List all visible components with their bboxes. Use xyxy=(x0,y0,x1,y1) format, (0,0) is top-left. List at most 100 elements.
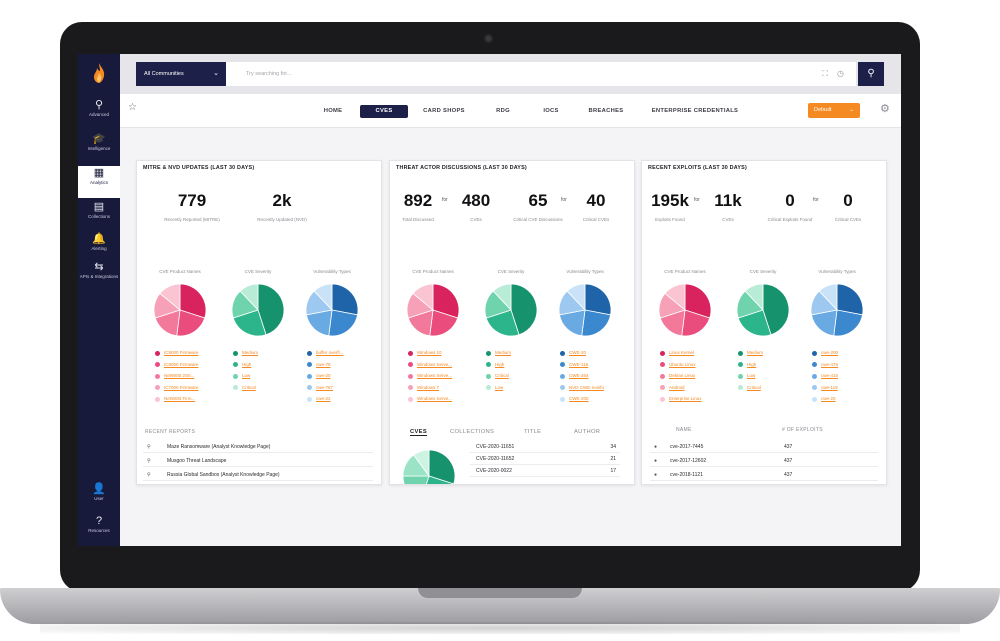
legend-link[interactable]: IC7000 Firmware xyxy=(164,384,199,390)
product-names-pie-slice[interactable] xyxy=(429,309,459,337)
legend-link[interactable]: Medium xyxy=(495,350,512,355)
legend-link[interactable]: Critical xyxy=(242,384,256,390)
legend-link[interactable]: High xyxy=(495,361,505,367)
vulnerability-types-pie-slice[interactable] xyxy=(584,283,612,316)
legend-item[interactable]: High xyxy=(738,359,808,371)
product-names-pie-slice[interactable] xyxy=(664,283,686,311)
legend-link[interactable]: Low xyxy=(242,373,251,378)
severity-pie-slice[interactable] xyxy=(485,309,520,337)
vulnerability-types-pie-slice[interactable] xyxy=(833,309,864,337)
product-names-pie-slice[interactable] xyxy=(432,283,460,319)
vulnerability-types-pie-slice[interactable] xyxy=(331,283,359,316)
legend-link[interactable]: Windows 7 xyxy=(417,384,440,390)
search-button[interactable]: ⚲ xyxy=(858,62,884,86)
legend-link[interactable]: High xyxy=(242,361,252,367)
legend-link[interactable]: cwe-20 xyxy=(821,396,836,401)
gear-icon[interactable]: ⚙ xyxy=(880,103,890,115)
legend-link[interactable]: cwe-416 xyxy=(821,373,839,378)
legend-link[interactable]: Low xyxy=(747,373,756,378)
tab-card-shops[interactable]: CARD SHOPS xyxy=(423,108,465,114)
severity-pie-slice[interactable] xyxy=(257,283,285,336)
legend-link[interactable]: Android xyxy=(669,384,685,390)
severity-pie-slice[interactable] xyxy=(239,283,259,312)
report-row[interactable]: ⚲ Russia Global Sandbox (Analyst Knowledg… xyxy=(143,469,373,481)
legend-item[interactable]: Medium xyxy=(738,347,808,359)
product-names-pie[interactable] xyxy=(658,283,712,337)
legend-item[interactable]: cwe-416 xyxy=(812,370,882,382)
legend-link[interactable]: Windows Serve... xyxy=(417,361,453,367)
tab-title[interactable]: TITLE xyxy=(524,429,542,435)
sidebar-item-advanced[interactable]: ⚲ Advanced xyxy=(78,98,120,130)
legend-item[interactable]: NVD CWE-noinfo xyxy=(560,382,630,394)
legend-item[interactable]: CWE-200 xyxy=(560,393,630,405)
legend-item[interactable]: Windows Serve... xyxy=(408,359,478,371)
legend-link[interactable]: NetWEB Firm... xyxy=(164,396,196,401)
legend-link[interactable]: CWE-264 xyxy=(569,373,589,378)
severity-pie[interactable] xyxy=(484,283,538,337)
vulnerability-types-pie-slice[interactable] xyxy=(313,283,333,312)
legend-item[interactable]: cwe-20 xyxy=(812,393,882,405)
legend-item[interactable]: High xyxy=(233,359,303,371)
legend-item[interactable]: High xyxy=(486,359,556,371)
legend-item[interactable]: Critical xyxy=(233,382,303,394)
legend-link[interactable]: CWE-20 xyxy=(569,350,587,355)
legend-link[interactable]: CWE-200 xyxy=(569,396,589,401)
legend-link[interactable]: Critical xyxy=(747,384,761,390)
sidebar-item-collections[interactable]: ▤ Collections xyxy=(78,200,120,232)
sidebar-item-alerting[interactable]: 🔔 Alerting xyxy=(78,232,120,264)
table-row[interactable]: CVE-2020-11651 34 xyxy=(470,441,620,453)
legend-item[interactable]: IC9000 Firmware xyxy=(155,347,225,359)
legend-item[interactable]: Windows Serve... xyxy=(408,393,478,405)
product-names-pie-slice[interactable] xyxy=(159,283,181,311)
sidebar-item-analytics[interactable]: ▦ Analytics xyxy=(78,166,120,198)
legend-link[interactable]: cwe-200 xyxy=(821,350,839,355)
legend-item[interactable]: cwe-79 xyxy=(307,359,377,371)
product-names-pie-slice[interactable] xyxy=(681,309,711,337)
cves-pie-slice[interactable] xyxy=(428,449,456,484)
legend-link[interactable]: cwe-119 xyxy=(821,384,838,390)
report-row[interactable]: ⚲ Musgoo Threat Landscape xyxy=(143,455,373,467)
legend-item[interactable]: IC8000 Firmware xyxy=(155,359,225,371)
legend-link[interactable]: Windows Serve... xyxy=(417,373,453,378)
legend-item[interactable]: Android xyxy=(660,382,730,394)
severity-pie-slice[interactable] xyxy=(762,283,790,336)
legend-link[interactable]: CWE-119 xyxy=(569,361,589,367)
legend-item[interactable]: Debian Linux xyxy=(660,370,730,382)
legend-item[interactable]: Enterprise Linux xyxy=(660,393,730,405)
legend-item[interactable]: Critical xyxy=(486,370,556,382)
legend-item[interactable]: Low xyxy=(233,370,303,382)
expand-icon[interactable]: ⛶ xyxy=(822,69,828,78)
legend-link[interactable]: Windows Serve... xyxy=(417,396,453,401)
legend-link[interactable]: Critical xyxy=(495,373,509,378)
sidebar-item-intelligence[interactable]: 🎓 Intelligence xyxy=(78,132,120,164)
table-row[interactable]: CVE-2020-11652 21 xyxy=(470,453,620,465)
severity-pie-slice[interactable] xyxy=(232,309,267,337)
vulnerability-types-pie[interactable] xyxy=(558,283,612,337)
legend-link[interactable]: Enterprise Linux xyxy=(669,396,702,401)
legend-link[interactable]: cwe-787 xyxy=(316,384,334,390)
legend-item[interactable]: Windows Serve... xyxy=(408,370,478,382)
product-names-pie-slice[interactable] xyxy=(412,283,434,311)
table-row[interactable]: CVE-2020-0022 17 xyxy=(470,465,620,477)
table-row[interactable]: ● cve-2017-12602 437 xyxy=(650,455,878,467)
severity-pie-slice[interactable] xyxy=(510,283,538,336)
legend-item[interactable]: buffer overfl... xyxy=(307,347,377,359)
legend-item[interactable]: Ubuntu Linux xyxy=(660,359,730,371)
legend-link[interactable]: Windows 10 xyxy=(417,350,442,355)
legend-item[interactable]: Windows 10 xyxy=(408,347,478,359)
community-scope-select[interactable]: All Communities ⌄ xyxy=(136,62,226,86)
vulnerability-types-pie[interactable] xyxy=(305,283,359,337)
product-names-pie-slice[interactable] xyxy=(176,309,206,337)
legend-link[interactable]: buffer overfl... xyxy=(316,350,344,355)
legend-item[interactable]: cwe-119 xyxy=(812,382,882,394)
sidebar-item-user[interactable]: 👤 User xyxy=(78,482,120,514)
report-row[interactable]: ⚲ Maze Ransomware (Analyst Knowledge Page… xyxy=(143,441,373,453)
legend-link[interactable]: cwe-20 xyxy=(316,373,331,378)
legend-link[interactable]: Ubuntu Linux xyxy=(669,361,696,367)
cves-pie[interactable] xyxy=(402,449,456,485)
cves-pie-slice[interactable] xyxy=(402,475,430,485)
product-names-pie[interactable] xyxy=(406,283,460,337)
severity-pie-slice[interactable] xyxy=(744,283,764,312)
legend-link[interactable]: Medium xyxy=(747,350,764,355)
legend-link[interactable]: NetWEB 2S0... xyxy=(164,373,195,378)
